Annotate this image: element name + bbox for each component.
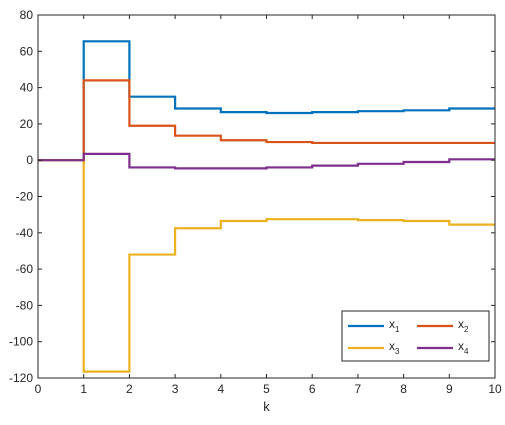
x-tick-label: 4 bbox=[217, 382, 224, 396]
series-line-x4 bbox=[38, 152, 495, 170]
x-tick-label: 7 bbox=[355, 382, 362, 396]
x-tick-label: 10 bbox=[488, 382, 502, 396]
x-tick-label: 3 bbox=[172, 382, 179, 396]
y-tick-label: 60 bbox=[20, 44, 34, 58]
y-tick-label: -40 bbox=[16, 226, 34, 240]
x-tick-label: 9 bbox=[446, 382, 453, 396]
series-line-x2 bbox=[38, 79, 495, 162]
x-tick-label: 1 bbox=[80, 382, 87, 396]
legend-label-x2: x2 bbox=[458, 317, 469, 334]
x-tick-label: 5 bbox=[263, 382, 270, 396]
ticks-layer: 0 1 2 3 4 5 6 7 8 9 10 -120 -100 -80 -60 -40 -20 0 20 40 60 8… bbox=[9, 8, 502, 396]
x-tick-label: 2 bbox=[126, 382, 133, 396]
y-tick-label: -100 bbox=[9, 335, 33, 349]
legend-box bbox=[341, 310, 490, 362]
x-tick-label: 6 bbox=[309, 382, 316, 396]
x-axis-label: k bbox=[263, 399, 270, 414]
y-tick-label: 0 bbox=[26, 153, 33, 167]
y-tick-label: -20 bbox=[16, 190, 34, 204]
series-layer bbox=[38, 40, 495, 373]
y-tick-label: 40 bbox=[20, 81, 34, 95]
y-tick-label: -120 bbox=[9, 371, 33, 385]
x-tick-label: 8 bbox=[400, 382, 407, 396]
x-tick-label: 0 bbox=[35, 382, 42, 396]
legend-label-x3: x3 bbox=[389, 339, 400, 356]
y-tick-label: 80 bbox=[20, 8, 34, 22]
y-tick-label: -60 bbox=[16, 262, 34, 276]
legend-label-x4: x4 bbox=[458, 339, 469, 356]
y-tick-label: -80 bbox=[16, 298, 34, 312]
legend-label-x1: x1 bbox=[389, 317, 400, 334]
series-line-x1 bbox=[38, 40, 495, 162]
series-line-x3 bbox=[38, 159, 495, 373]
y-tick-label: 20 bbox=[20, 117, 34, 131]
legend: x1 x2 x3 x4 bbox=[341, 310, 490, 362]
